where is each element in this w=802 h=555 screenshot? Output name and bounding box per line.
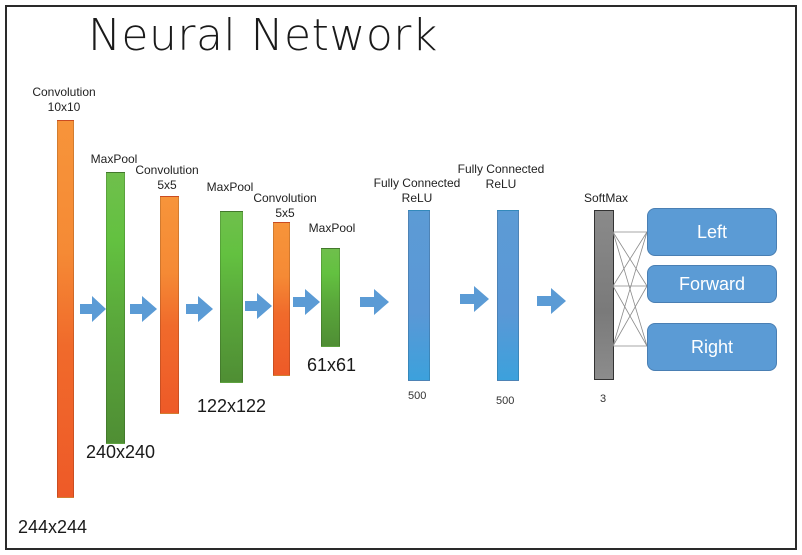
conv3-layer-bar (273, 222, 290, 376)
fc2-size-label: 500 (496, 395, 515, 407)
pool1-dim-label: 240x240 (86, 442, 156, 462)
output-right-box: Right (647, 323, 777, 371)
conv1-label-kernel: 10x10 (47, 100, 81, 114)
conv1-label-type: Convolution (32, 85, 96, 99)
conv2-label-kernel: 5x5 (157, 178, 177, 192)
softmax-label: SoftMax (583, 191, 628, 205)
conv2-label-type: Convolution (135, 163, 199, 177)
fc1-label-activation: ReLU (401, 191, 433, 205)
page-title: Neural Network (88, 10, 438, 61)
conv1-dim-label: 244x244 (18, 517, 88, 537)
pool3-label: MaxPool (308, 221, 356, 235)
pool3-layer-bar (321, 248, 340, 347)
fc1-layer-bar (408, 210, 430, 381)
conv3-label-type: Convolution (253, 191, 317, 205)
conv1-label: Convolution 10x10 (22, 85, 106, 115)
fc2-label: Fully Connected ReLU (454, 162, 548, 192)
output-forward-box: Forward (647, 265, 777, 303)
fc1-size-label: 500 (408, 390, 427, 402)
conv2-label: Convolution 5x5 (128, 163, 206, 193)
conv1-layer-bar (57, 120, 74, 498)
fc1-label: Fully Connected ReLU (370, 176, 464, 206)
fc1-label-type: Fully Connected (373, 176, 461, 190)
conv2-layer-bar (160, 196, 179, 414)
softmax-layer-bar (594, 210, 614, 380)
conv3-label-kernel: 5x5 (275, 206, 295, 220)
fc2-label-activation: ReLU (485, 177, 517, 191)
pool1-label: MaxPool (90, 152, 138, 166)
softmax-size-label: 3 (600, 393, 607, 405)
pool2-dim-label: 122x122 (197, 396, 267, 416)
conv3-label: Convolution 5x5 (246, 191, 324, 221)
pool3-dim-label: 61x61 (307, 355, 357, 375)
fc2-layer-bar (497, 210, 519, 381)
pool1-layer-bar (106, 172, 125, 444)
fc2-label-type: Fully Connected (457, 162, 545, 176)
pool2-label: MaxPool (206, 180, 254, 194)
pool2-layer-bar (220, 211, 243, 383)
output-left-box: Left (647, 208, 777, 256)
